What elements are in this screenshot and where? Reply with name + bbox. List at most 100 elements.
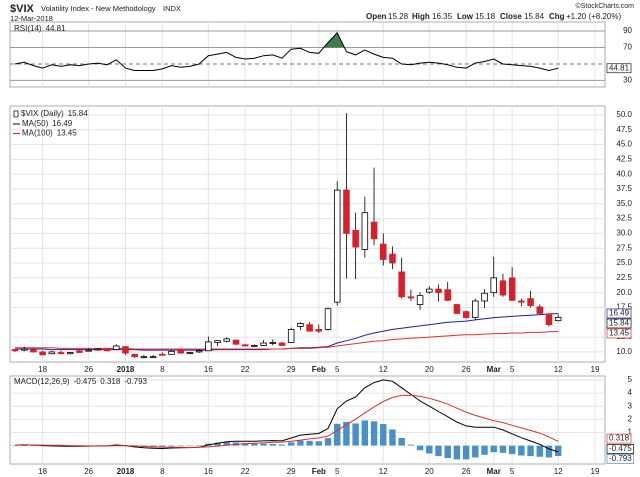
- histogram-bar: [481, 445, 488, 455]
- histogram-bar: [426, 445, 433, 454]
- y-tick-label: 1: [628, 428, 633, 437]
- rsi-line: [14, 31, 559, 72]
- x-tick-label: 20: [425, 365, 434, 374]
- last-value-box: [606, 454, 635, 464]
- x-tick-label: 26: [462, 365, 471, 374]
- histogram-bar: [472, 445, 479, 458]
- candle-body: [251, 345, 258, 347]
- candle-body: [453, 304, 461, 314]
- candle-body: [103, 348, 111, 352]
- legend-value: -0.475: [74, 377, 97, 386]
- x-tick-label: 22: [241, 467, 250, 476]
- y-tick-label: 30.0: [616, 229, 632, 238]
- x-tick-label: Mar: [487, 467, 501, 476]
- last-value-label: 0.318: [609, 434, 630, 443]
- candle-body: [20, 348, 28, 351]
- candle-body: [343, 189, 350, 234]
- x-tick-label: Feb: [312, 467, 326, 476]
- candle-body: [113, 345, 120, 350]
- last-value-label: 44.81: [609, 63, 630, 72]
- y-tick-label: 70: [623, 43, 632, 52]
- histogram-bar: [177, 445, 184, 447]
- histogram-bar: [416, 445, 424, 451]
- candle-body: [241, 344, 249, 347]
- candle-body: [232, 339, 240, 345]
- candle-body: [536, 306, 544, 314]
- histogram-bar: [334, 423, 341, 446]
- candle-body: [545, 313, 553, 326]
- candle-body: [269, 342, 277, 344]
- moving-average-line: [15, 331, 559, 350]
- candle-body: [435, 288, 442, 294]
- histogram-bar: [453, 445, 461, 460]
- histogram-bar: [343, 421, 350, 446]
- y-tick-label: 50.0: [616, 110, 632, 119]
- x-tick-label: 19: [591, 467, 600, 476]
- quote-label: Low: [457, 12, 474, 21]
- histogram-bar: [407, 444, 415, 446]
- x-tick-label: 5: [510, 365, 515, 374]
- candle-body: [324, 308, 332, 330]
- histogram-bar: [278, 444, 286, 446]
- candle-body: [462, 311, 470, 318]
- candle-body: [398, 271, 405, 298]
- candle-body: [159, 353, 166, 356]
- histogram-bar: [186, 445, 194, 447]
- candle-body: [416, 295, 424, 305]
- x-tick-label: 8: [160, 365, 165, 374]
- legend-name: MA(50): [22, 119, 49, 128]
- histogram-bar: [380, 424, 387, 446]
- quote-label: Chg: [549, 12, 565, 21]
- candle-body: [140, 356, 148, 359]
- y-tick-label: 2: [628, 414, 633, 423]
- legend-name: MACD(12,26,9): [14, 377, 70, 386]
- histogram-bar: [554, 445, 562, 457]
- legend-value: 16.49: [52, 119, 73, 128]
- candle-body: [333, 189, 341, 303]
- histogram-bar: [195, 445, 203, 446]
- last-value-box: [606, 308, 632, 319]
- candle-body: [57, 352, 65, 355]
- x-tick-label: 18: [38, 467, 47, 476]
- histogram-bar: [20, 445, 28, 446]
- y-tick-label: 35.0: [616, 199, 632, 208]
- histogram-bar: [30, 445, 37, 447]
- y-tick-label: 90: [623, 26, 632, 35]
- histogram-bar: [389, 429, 396, 446]
- legend-value: 0.318: [100, 377, 121, 386]
- x-tick-label: 22: [241, 365, 250, 374]
- histogram-bar: [269, 443, 276, 446]
- histogram-bar: [168, 445, 175, 447]
- histogram-bar: [214, 442, 221, 446]
- histogram-bar: [499, 445, 507, 453]
- x-tick-label: 2018: [117, 365, 135, 374]
- histogram-bar: [444, 445, 451, 459]
- y-tick-label: 10.0: [616, 347, 632, 356]
- histogram-bar: [370, 421, 378, 446]
- last-value-box: [606, 328, 632, 339]
- quote-label: Close: [500, 12, 522, 21]
- histogram-bar: [527, 445, 534, 457]
- candle-body: [48, 351, 56, 355]
- candle-body: [278, 342, 286, 346]
- x-tick-label: 19: [591, 365, 600, 374]
- candle-body: [149, 356, 157, 359]
- candle-body: [499, 280, 507, 296]
- histogram-bar: [361, 420, 369, 446]
- candle-body: [472, 300, 479, 318]
- y-tick-label: 22.5: [616, 273, 632, 282]
- candle-body: [370, 221, 378, 240]
- candle-body: [481, 292, 488, 302]
- histogram-bar: [545, 445, 553, 458]
- x-tick-label: 12: [379, 365, 388, 374]
- panel: [9, 105, 606, 363]
- x-tick-label: 16: [204, 467, 213, 476]
- candle-body: [379, 243, 387, 260]
- candle-body: [287, 329, 295, 343]
- candle-body: [306, 324, 313, 332]
- y-tick-label: 27.5: [616, 243, 632, 252]
- exchange: INDX: [163, 4, 181, 13]
- last-value-label: 15.84: [609, 319, 630, 328]
- histogram-bar: [324, 438, 332, 446]
